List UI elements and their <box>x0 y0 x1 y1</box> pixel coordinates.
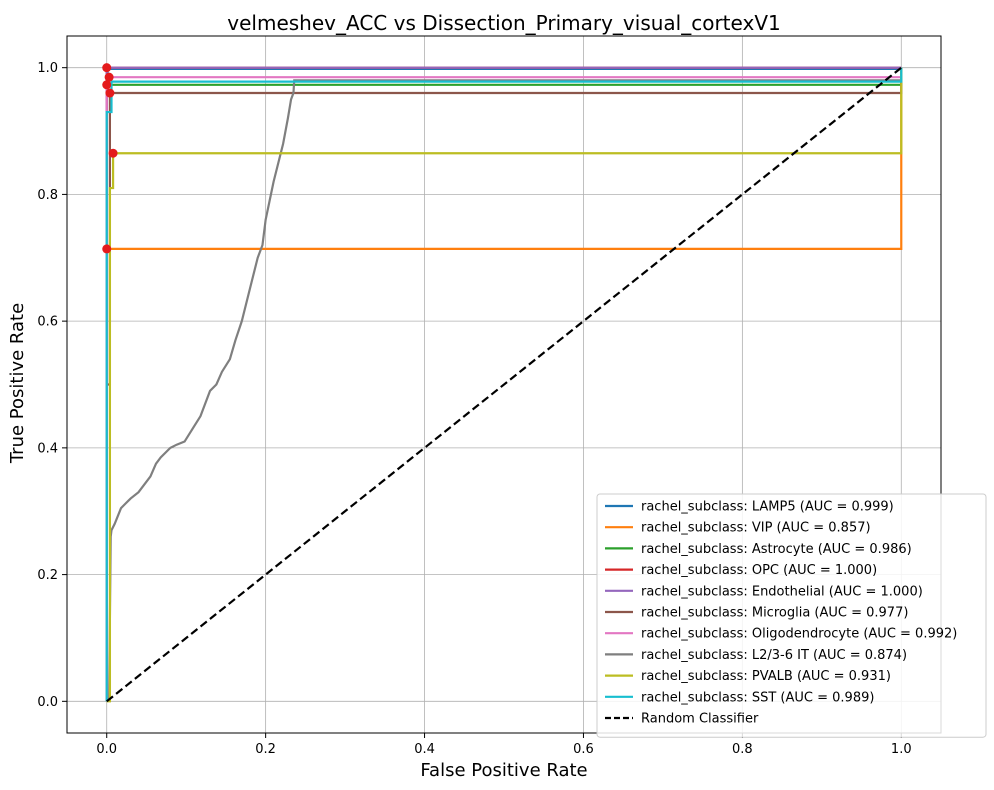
series-line-7 <box>108 67 903 702</box>
series-line-10 <box>106 66 902 703</box>
y-tick-label: 0.4 <box>37 441 58 456</box>
x-tick-label: 0.2 <box>255 742 276 757</box>
threshold-marker <box>108 148 118 158</box>
threshold-marker <box>104 72 114 82</box>
legend-entry: rachel_subclass: Oligodendrocyte (AUC = … <box>641 627 957 642</box>
x-axis-label: False Positive Rate <box>420 760 587 781</box>
legend: rachel_subclass: LAMP5 (AUC = 0.999) rach… <box>596 493 987 738</box>
threshold-marker <box>102 63 112 73</box>
y-tick-label: 0.2 <box>37 568 58 583</box>
legend-entry: rachel_subclass: Endothelial (AUC = 1.00… <box>641 584 923 599</box>
legend-entry: rachel_subclass: LAMP5 (AUC = 0.999) <box>641 500 894 515</box>
legend-entry: rachel_subclass: L2/3-6 IT (AUC = 0.874) <box>641 648 907 663</box>
series-line-8 <box>106 67 903 703</box>
threshold-marker <box>102 80 112 90</box>
y-axis-label: True Positive Rate <box>7 303 28 464</box>
legend-box <box>596 493 987 738</box>
legend-entry: rachel_subclass: Microglia (AUC = 0.977) <box>641 606 908 621</box>
x-tick-label: 0.0 <box>96 742 117 757</box>
legend-entry: rachel_subclass: VIP (AUC = 0.857) <box>641 521 871 536</box>
x-tick-label: 0.8 <box>732 742 753 757</box>
legend-entry: rachel_subclass: PVALB (AUC = 0.931) <box>641 669 891 684</box>
threshold-marker <box>105 88 115 98</box>
x-tick-label: 0.6 <box>573 742 594 757</box>
axes-frame <box>66 35 942 734</box>
chart-title: velmeshev_ACC vs Dissection_Primary_visu… <box>227 11 780 35</box>
x-tick-label: 1.0 <box>891 742 912 757</box>
x-tick-label: 0.4 <box>414 742 435 757</box>
threshold-marker <box>102 244 112 254</box>
y-tick-label: 0.8 <box>37 188 58 203</box>
y-tick-label: 0.6 <box>37 315 58 330</box>
y-tick-label: 1.0 <box>37 61 58 76</box>
legend-entry: Random Classifier <box>641 712 759 727</box>
y-tick-label: 0.0 <box>37 695 58 710</box>
legend-entry: rachel_subclass: SST (AUC = 0.989) <box>641 690 874 705</box>
legend-entry: rachel_subclass: OPC (AUC = 1.000) <box>641 563 877 578</box>
legend-entry: rachel_subclass: Astrocyte (AUC = 0.986) <box>641 542 912 557</box>
plot-area: 0.0 0.2 0.4 0.6 0.8 1.0 0.0 0.2 0.4 0.6 0.8 1.0 <box>37 35 942 757</box>
